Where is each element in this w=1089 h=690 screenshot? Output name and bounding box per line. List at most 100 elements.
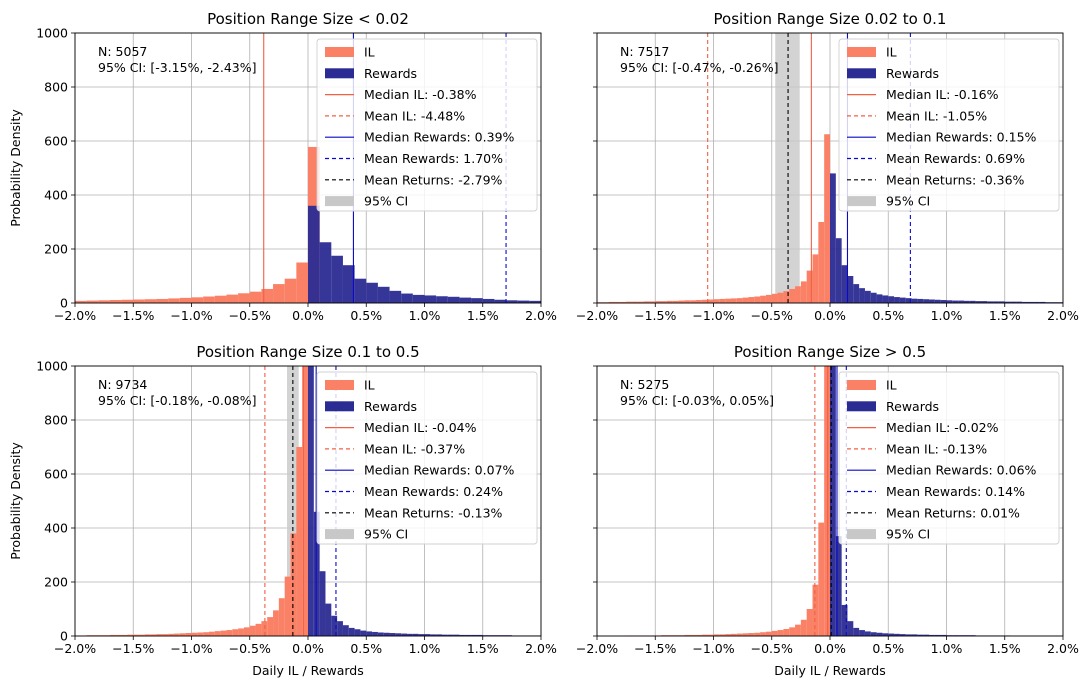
x-tick-label: 2.0% <box>1047 308 1079 323</box>
x-tick-label: 1.5% <box>989 308 1021 323</box>
il-bar <box>261 621 268 636</box>
x-tick-label: −2.0% <box>54 308 96 323</box>
rewards-bar <box>447 296 460 303</box>
il-bar <box>296 262 308 303</box>
il-bar <box>777 630 784 636</box>
legend-median-il-label: Median IL: -0.04% <box>364 420 477 435</box>
il-bar <box>713 634 720 636</box>
rewards-bar <box>342 265 355 303</box>
rewards-bar <box>331 615 338 636</box>
rewards-bar <box>993 301 999 303</box>
legend-box <box>316 38 538 212</box>
rewards-bar <box>459 634 466 636</box>
y-axis-label: Probability Density <box>8 109 23 227</box>
il-bar <box>238 293 250 303</box>
rewards-bar <box>308 205 320 303</box>
legend-ci-label: 95% CI <box>364 527 408 542</box>
il-bar <box>824 134 830 303</box>
legend-il-swatch <box>847 380 876 390</box>
il-bar <box>86 300 99 303</box>
il-bar <box>150 634 157 636</box>
x-tick-label: 0.0% <box>814 308 846 323</box>
legend-ci-label: 95% CI <box>886 194 930 209</box>
il-bar <box>226 294 239 303</box>
legend-mean-il-label: Mean IL: -0.37% <box>364 441 465 456</box>
il-bar <box>736 633 743 636</box>
x-tick-label: 1.5% <box>467 641 499 656</box>
il-bar <box>191 632 198 636</box>
il-bar <box>725 298 731 303</box>
rewards-bar <box>424 634 431 636</box>
rewards-bar <box>325 603 332 636</box>
il-bar <box>690 300 697 303</box>
il-bar <box>75 300 87 303</box>
legend-il-label: IL <box>364 45 375 60</box>
legend-median-rewards-label: Median Rewards: 0.07% <box>364 463 515 478</box>
il-bar <box>795 286 801 303</box>
il-bar <box>133 299 145 303</box>
rewards-bar <box>987 301 994 303</box>
il-bar <box>789 627 796 636</box>
sample-count: N: 7517 <box>620 44 669 59</box>
il-bar <box>620 301 627 303</box>
legend-rewards-swatch <box>325 401 354 412</box>
y-tick-label: 400 <box>44 188 68 203</box>
rewards-bar <box>1010 301 1017 303</box>
chart-title: Position Range Size 0.1 to 0.5 <box>196 343 419 361</box>
il-bar <box>713 299 720 303</box>
legend-il-label: IL <box>886 45 897 60</box>
rewards-bar <box>407 633 413 636</box>
legend-median-il-label: Median IL: -0.02% <box>886 420 999 435</box>
x-tick-label: 2.0% <box>525 641 557 656</box>
il-bar <box>302 366 308 636</box>
il-bar <box>278 598 285 636</box>
legend-median-il-label: Median IL: -0.16% <box>886 87 999 102</box>
il-bar <box>631 301 638 303</box>
legend-rewards-label: Rewards <box>886 66 939 81</box>
il-bar <box>765 294 772 303</box>
il-bar <box>255 623 262 636</box>
ci-annotation: 95% CI: [-3.15%, -2.43%] <box>98 60 257 75</box>
legend-ci-swatch <box>847 529 876 540</box>
rewards-bar <box>841 604 848 636</box>
il-bar <box>649 301 656 303</box>
legend-mean-rewards-label: Mean Rewards: 0.69% <box>886 151 1025 166</box>
il-bar <box>185 633 192 636</box>
rewards-bar <box>447 634 454 636</box>
il-bar <box>139 634 145 636</box>
plot-area <box>75 366 541 636</box>
il-bar <box>678 300 685 303</box>
rewards-bar <box>981 301 988 303</box>
legend-mean-returns-label: Mean Returns: -0.36% <box>886 172 1025 187</box>
y-tick-label: 1000 <box>36 26 68 41</box>
y-axis-label: Probability Density <box>8 442 23 560</box>
ci-band <box>775 33 800 303</box>
rewards-bar <box>975 301 982 303</box>
il-bar <box>730 633 737 636</box>
rewards-bar <box>882 295 889 303</box>
legend-il-swatch <box>325 380 354 390</box>
legend-mean-returns-label: Mean Returns: -0.13% <box>364 505 503 520</box>
il-bar <box>127 634 134 636</box>
rewards-bar <box>859 630 865 636</box>
rewards-bar <box>1039 301 1046 303</box>
rewards-bar <box>453 634 460 636</box>
il-bar <box>818 522 825 636</box>
il-bar <box>226 630 233 636</box>
sample-count: N: 5057 <box>98 44 147 59</box>
x-tick-label: −1.0% <box>170 641 212 656</box>
rewards-bar <box>864 631 871 636</box>
rewards-bar <box>853 627 860 636</box>
chart-panel-1: −2.0% −1.5% −1.0% −0.5% 0.0% 0.5% 1.0% 1.5% 2.0%… <box>8 10 557 323</box>
y-tick-label: 0 <box>60 296 68 311</box>
rewards-bar <box>940 634 947 636</box>
rewards-bar <box>853 284 860 303</box>
rewards-bar <box>506 300 518 303</box>
il-bar <box>121 634 128 636</box>
il-bar <box>696 300 702 303</box>
rewards-bar <box>517 300 530 303</box>
rewards-bar <box>969 300 976 303</box>
il-bar <box>243 627 250 636</box>
rewards-bar <box>847 276 854 303</box>
rewards-bar <box>876 632 883 636</box>
